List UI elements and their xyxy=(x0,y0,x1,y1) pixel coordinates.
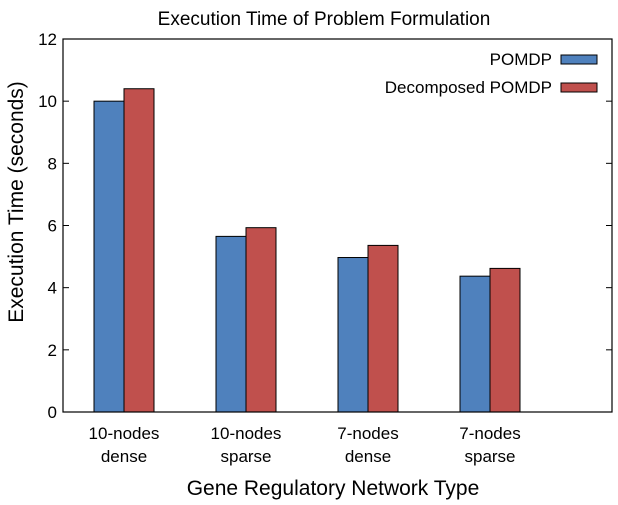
x-tick-label: dense xyxy=(101,447,147,466)
bar-pomdp xyxy=(459,275,491,413)
chart-title: Execution Time of Problem Formulation xyxy=(158,9,491,30)
y-axis-label: Execution Time (seconds) xyxy=(5,81,28,323)
x-tick-label: dense xyxy=(345,447,391,466)
y-tick-label: 4 xyxy=(48,279,57,298)
y-tick-label: 8 xyxy=(48,154,57,173)
y-tick-label: 2 xyxy=(48,341,57,360)
bars-layer xyxy=(93,88,521,413)
x-tick-label: 10-nodes xyxy=(211,424,282,443)
x-tick-label: sparse xyxy=(220,447,271,466)
legend-label: Decomposed POMDP xyxy=(385,78,552,97)
bar-pomdp xyxy=(215,235,247,413)
x-axis: 10-nodes dense 10-nodes sparse 7-nodes dense 7… xyxy=(89,406,521,466)
legend: POMDP Decomposed POMDP xyxy=(385,50,598,97)
bar-pomdp xyxy=(337,257,369,413)
x-tick-label: sparse xyxy=(464,447,515,466)
y-tick-label: 12 xyxy=(38,30,57,49)
bar-pomdp xyxy=(93,100,125,413)
y-axis: 0 2 4 6 8 10 12 xyxy=(38,30,612,422)
y-tick-label: 6 xyxy=(48,217,57,236)
x-tick-label: 7-nodes xyxy=(337,424,398,443)
legend-swatch xyxy=(560,82,598,93)
x-axis-label: Gene Regulatory Network Type xyxy=(187,477,480,500)
y-tick-label: 10 xyxy=(38,92,57,111)
bar-decomposed-pomdp xyxy=(123,88,155,413)
legend-label: POMDP xyxy=(490,50,552,69)
y-tick-label: 0 xyxy=(48,403,57,422)
bar-decomposed-pomdp xyxy=(245,227,277,413)
x-tick-label: 10-nodes xyxy=(89,424,160,443)
legend-swatch xyxy=(560,54,598,65)
bar-decomposed-pomdp xyxy=(489,267,521,413)
x-tick-label: 7-nodes xyxy=(459,424,520,443)
bar-decomposed-pomdp xyxy=(367,244,399,413)
